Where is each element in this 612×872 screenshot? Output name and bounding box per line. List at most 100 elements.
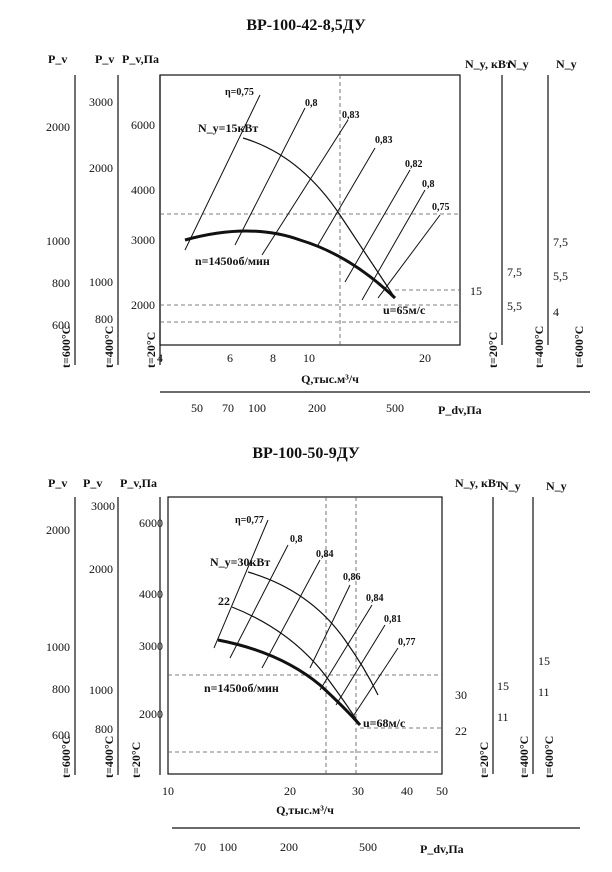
chart-1-y20-tick-3000: 3000 [131,233,155,247]
chart-1-eff-label-1: η=0,75 [225,87,254,98]
chart-2-power-curve-30 [247,571,379,696]
chart-2-pressure-curve [217,638,362,726]
chart-2-eff-label-3: 0,84 [316,549,334,560]
chart-1-y20-tick-4000: 4000 [131,183,155,197]
chart-1-right-temp-600: t=600°C [572,326,586,368]
chart-1-plot-frame [159,74,461,346]
chart-2-velocity-label: u=68м/с [363,716,406,730]
chart-2-right600-tick-15: 15 [538,654,550,668]
chart-2-pdv-tick-70: 70 [194,840,206,854]
chart-1-eff-label-7: 0,75 [432,202,450,213]
chart-2-y20-tick-4000: 4000 [139,587,163,601]
chart-1-right20-tick-15: 15 [470,284,482,298]
chart-1-eff-line-7 [377,214,441,299]
chart-2-temp-400: t=400°C [102,736,116,778]
chart-1-velocity-label: u=65м/с [383,303,426,317]
chart-1-y400-tick-2000: 2000 [89,161,113,175]
chart-2-right-temp-600: t=600°C [542,736,556,778]
chart-1-x-label: Q,тыс.м³/ч [301,372,359,386]
chart-2-eff-label-7: 0,77 [398,637,416,648]
chart-1-x-tick-6: 6 [227,351,233,365]
chart-2-right-header-20: N_y, кВт [455,476,502,490]
chart-2-right600-tick-11: 11 [538,685,550,699]
chart-2-y20-tick-2000: 2000 [139,707,163,721]
chart-1-y600-tick-600: 600 [52,318,70,332]
chart-1-power-curve [242,137,396,299]
chart-2-eff-line-5 [319,604,373,691]
chart-1-x-tick-4: 4 [157,351,163,365]
chart-2-pdv-tick-500: 500 [359,840,377,854]
chart-1-y600-tick-2000: 2000 [46,120,70,134]
chart-1-x-tick-20: 20 [419,351,431,365]
chart-1-right600-tick-4: 4 [553,305,559,319]
chart-1-header-400: P_v [95,52,114,66]
chart-1-eff-line-5 [344,169,411,283]
chart-1-y20-tick-6000: 6000 [131,118,155,132]
chart-1-header-600: P_v [48,52,67,66]
chart-1-pdv-tick-200: 200 [308,401,326,415]
chart-2-y600-tick-800: 800 [52,682,70,696]
chart-2-pdv-tick-100: 100 [219,840,237,854]
chart-1-x-tick-10: 10 [303,351,315,365]
chart-2-y20-tick-6000: 6000 [139,516,163,530]
chart-2-power-label: N_y=30кВт [210,555,270,569]
chart-1-eff-line-1 [184,94,261,251]
chart-2-right-header-400: N_y [500,479,521,493]
chart-1-pdv-label: P_dv,Па [438,403,482,417]
chart-2-eff-label-5: 0,84 [366,593,384,604]
chart-1-pdv-tick-100: 100 [248,401,266,415]
chart-1-eff-line-4 [317,147,376,246]
chart-1-title: ВР-100-42-8,5ДУ [246,17,366,34]
chart-1-x-tick-8: 8 [270,351,276,365]
chart-1-pdv-tick-50: 50 [191,401,203,415]
chart-1-temp-20: t=20°C [144,332,158,368]
chart-1-right600-tick-7-5: 7,5 [553,235,568,249]
chart-1-right-temp-400: t=400°C [532,326,546,368]
chart-1-eff-label-2: 0,8 [305,98,318,109]
chart-1-right-header-400: N_y [508,57,529,71]
chart-2-plot-frame [167,496,443,775]
chart-2-pdv-tick-200: 200 [280,840,298,854]
chart-1-y400-tick-3000: 3000 [89,95,113,109]
chart-1-pdv-tick-70: 70 [222,401,234,415]
chart-1-eff-label-4: 0,83 [375,135,393,146]
chart-2-y400-tick-1000: 1000 [89,683,113,697]
chart-2-temp-20: t=20°C [129,742,143,778]
chart-1-right-header-20: N_y, кВт [465,57,512,71]
chart-2-header-400: P_v [83,476,102,490]
chart-1-right600-tick-5-5: 5,5 [553,269,568,283]
chart-1-speed-label: n=1450об/мин [195,254,270,268]
chart-2-eff-label-6: 0,81 [384,614,402,625]
chart-2-eff-label-2: 0,8 [290,534,303,545]
chart-2-y600-tick-2000: 2000 [46,523,70,537]
chart-1-power-label: N_y=15кВт [198,121,258,135]
chart-2-eff-line-7 [351,647,399,719]
chart-2-eff-line-1 [213,519,269,649]
chart-2-eff-line-3 [261,559,321,669]
chart-1-y400-tick-800: 800 [95,312,113,326]
chart-2-power-label-22: 22 [218,594,230,608]
chart-2-y400-tick-2000: 2000 [89,562,113,576]
chart-2-y600-tick-600: 600 [52,728,70,742]
chart-2-y20-tick-3000: 3000 [139,639,163,653]
chart-2-y600-tick-1000: 1000 [46,640,70,654]
chart-2-speed-label: n=1450об/мин [204,681,279,695]
chart-2-x-tick-50: 50 [436,784,448,798]
chart-2-x-tick-10: 10 [162,784,174,798]
chart-2-right-temp-400: t=400°C [517,736,531,778]
chart-1-eff-label-6: 0,8 [422,179,435,190]
chart-1-header-20: P_v,Па [122,52,159,66]
chart-1-right400-tick-5-5: 5,5 [507,299,522,313]
chart-1-temp-400: t=400°C [102,326,116,368]
chart-2-y400-tick-800: 800 [95,722,113,736]
chart-2-right-header-600: N_y [546,479,567,493]
chart-1-y600-tick-1000: 1000 [46,234,70,248]
chart-2-header-600: P_v [48,476,67,490]
chart-2-x-tick-30: 30 [352,784,364,798]
chart-1-y20-tick-2000: 2000 [131,298,155,312]
chart-2-eff-label-4: 0,86 [343,572,361,583]
chart-2-eff-line-6 [335,624,386,706]
chart-2-right20-tick-22: 22 [455,724,467,738]
chart-1-right400-tick-7-5: 7,5 [507,265,522,279]
chart-2-power-curve-22 [231,606,359,723]
